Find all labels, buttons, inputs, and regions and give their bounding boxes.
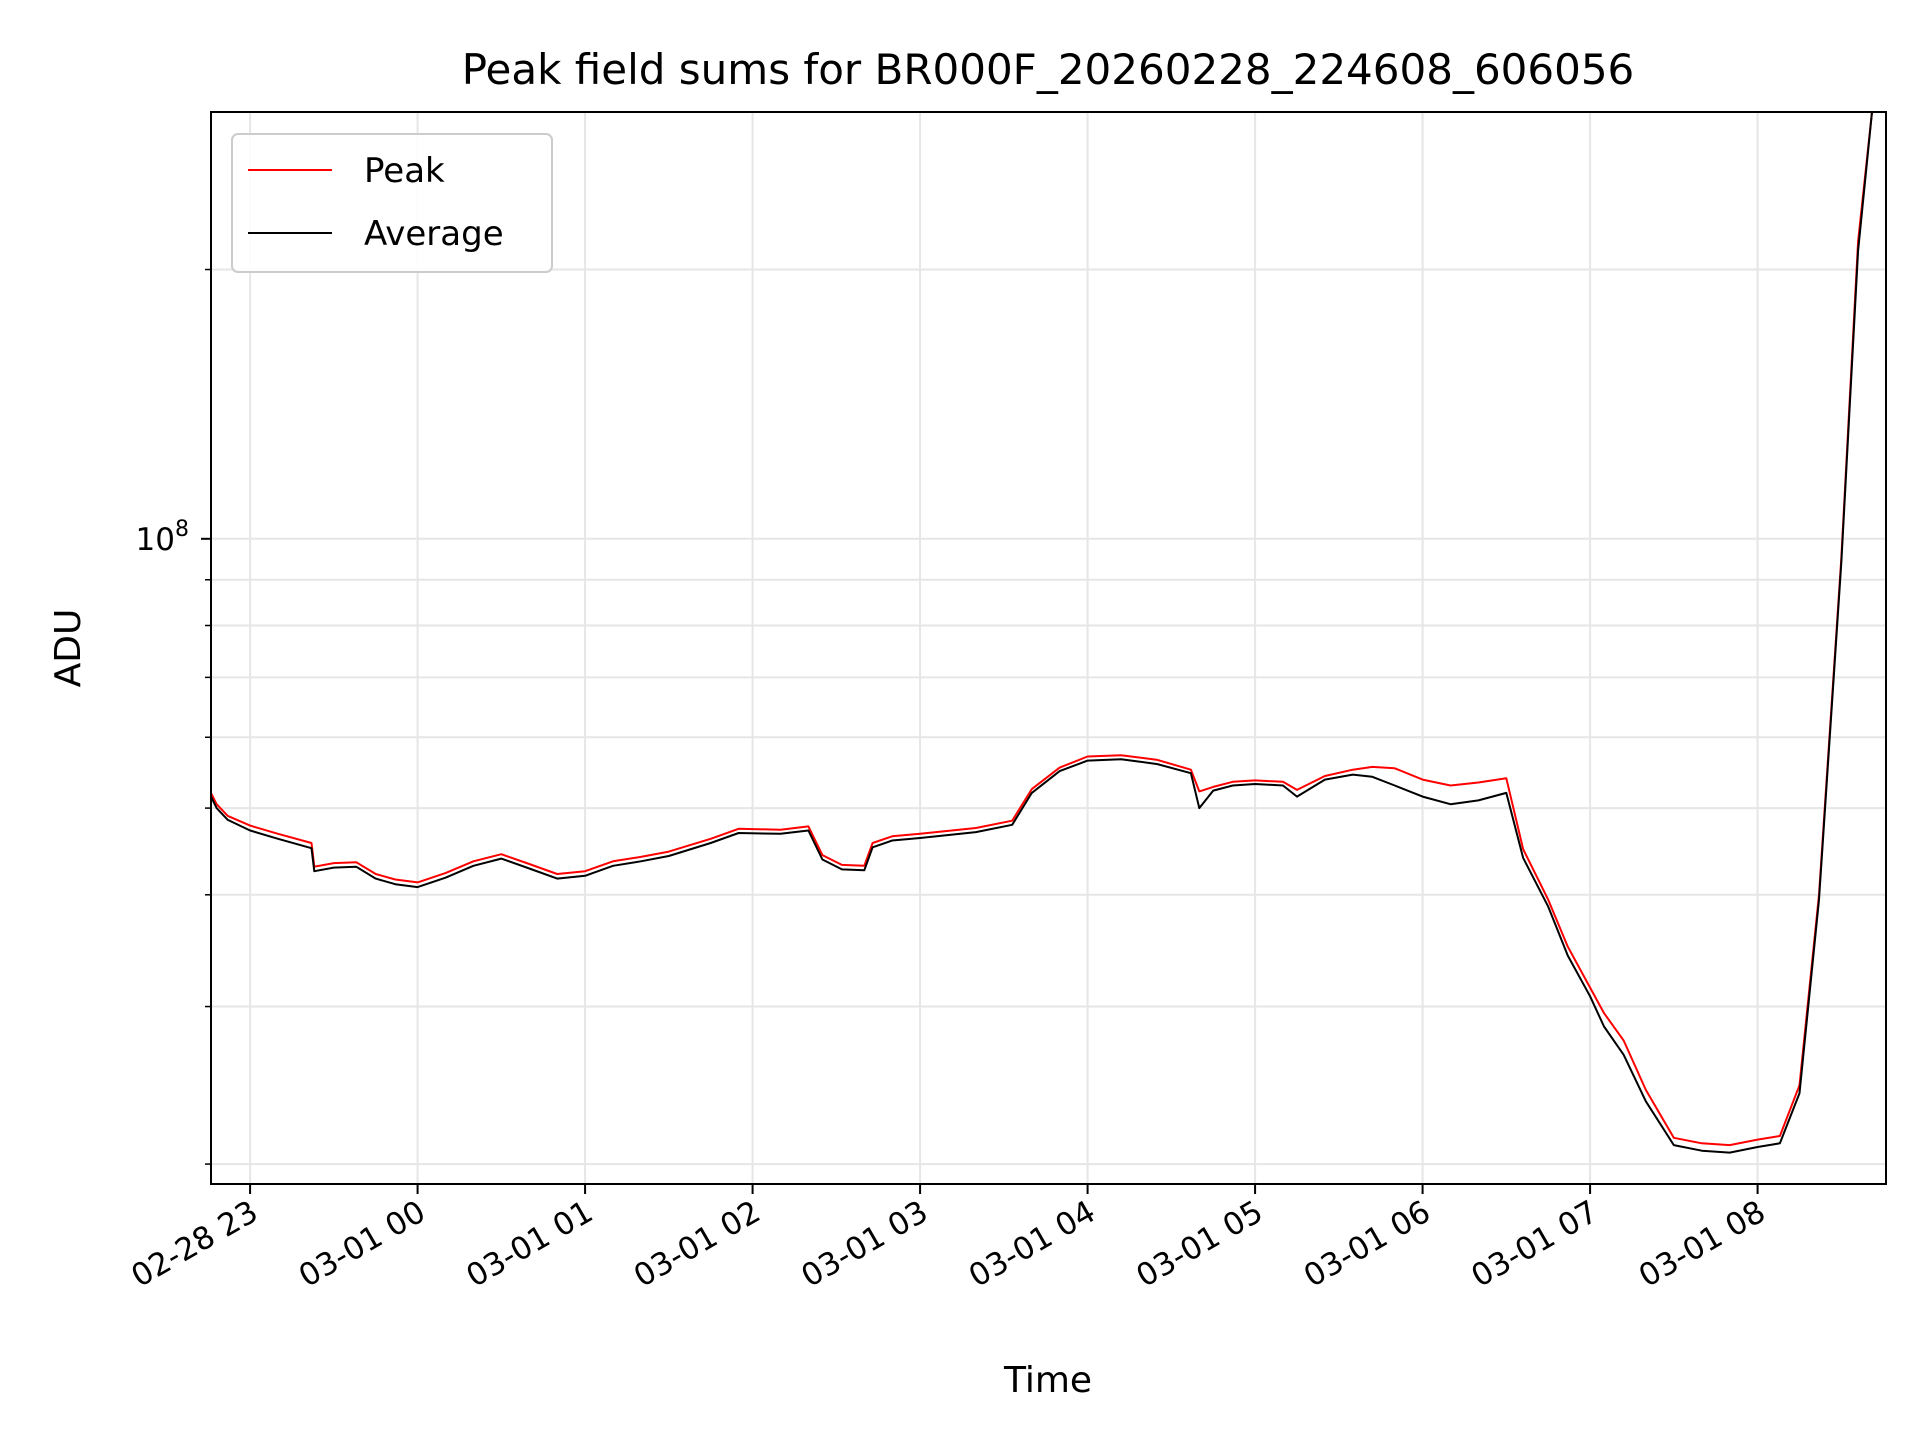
plot-frame — [210, 111, 1887, 1185]
grid — [211, 112, 1886, 1184]
legend-peak-label: Peak — [364, 151, 445, 191]
legend-box — [231, 133, 553, 273]
legend-average-label: Average — [364, 214, 504, 254]
y-tick-label: 108 — [136, 517, 189, 558]
series-average-line — [210, 111, 1873, 1154]
x-axis-label: Time — [1003, 1360, 1092, 1401]
series-layer — [210, 111, 1873, 1154]
y-axis-label: ADU — [48, 609, 89, 688]
chart-title: Peak field sums for BR000F_20260228_2246… — [462, 45, 1635, 94]
legend: Peak Average — [231, 133, 553, 273]
series-peak-line — [210, 111, 1873, 1147]
